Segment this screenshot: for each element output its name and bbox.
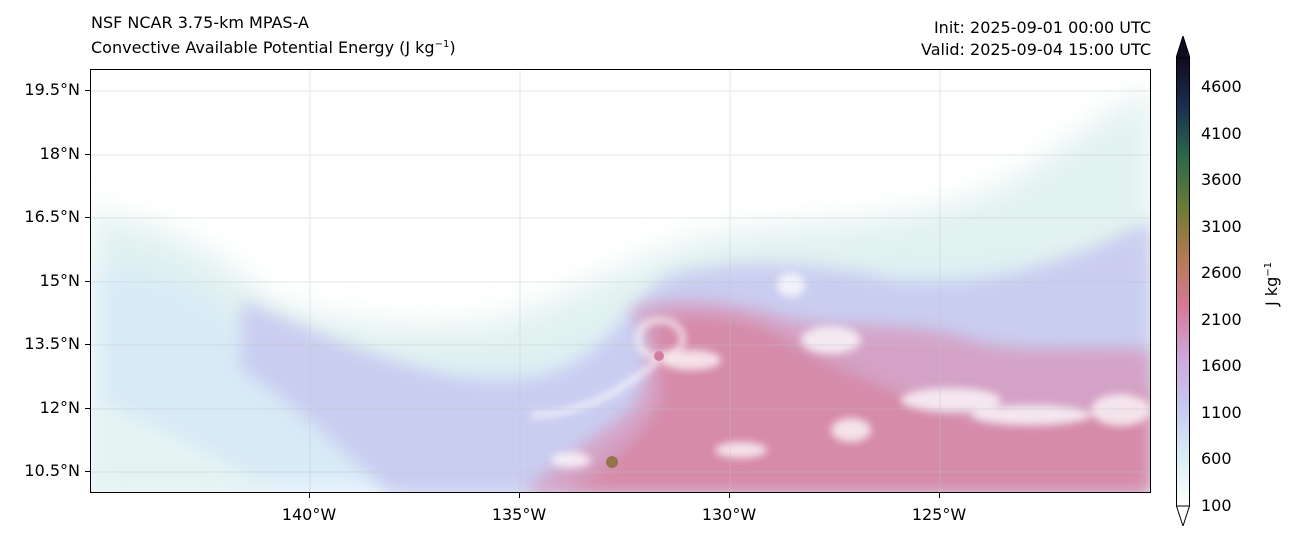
lon-tick	[309, 493, 310, 498]
lat-label: 19.5°N	[24, 80, 80, 99]
lat-tick	[85, 471, 90, 472]
lat-tick	[85, 408, 90, 409]
lat-label: 12°N	[39, 398, 80, 417]
model-title: NSF NCAR 3.75-km MPAS-A	[91, 13, 309, 32]
field-title-text: Convective Available Potential Energy (J…	[91, 38, 435, 57]
colorbar-tick-label: 2600	[1201, 263, 1242, 282]
colorbar-tick-label: 600	[1201, 449, 1232, 468]
lat-tick	[85, 281, 90, 282]
lon-label: 140°W	[281, 505, 337, 524]
colorbar-unit-label: J kg−1	[1262, 262, 1282, 306]
lon-label: 125°W	[911, 505, 967, 524]
map-panel	[90, 69, 1151, 493]
colorbar-tick-label: 3100	[1201, 217, 1242, 236]
field-title-close: )	[449, 38, 456, 57]
lat-label: 13.5°N	[24, 334, 80, 353]
lon-tick	[519, 493, 520, 498]
lon-tick	[729, 493, 730, 498]
colorbar-tick-label: 2100	[1201, 310, 1242, 329]
colorbar-tick-label: 4100	[1201, 124, 1242, 143]
cape-field	[91, 70, 1150, 492]
map-gridlines	[91, 70, 1150, 492]
lat-tick	[85, 344, 90, 345]
colorbar-tick-label: 1100	[1201, 403, 1242, 422]
colorbar-extend-max	[1176, 36, 1190, 59]
lat-tick	[85, 90, 90, 91]
lat-label: 15°N	[39, 271, 80, 290]
colorbar-unit-exponent: −1	[1263, 262, 1274, 277]
lon-label: 135°W	[491, 505, 547, 524]
lon-label: 130°W	[701, 505, 757, 524]
colorbar-tick-label: 1600	[1201, 356, 1242, 375]
colorbar-tick-label: 4600	[1201, 77, 1242, 96]
lat-tick	[85, 217, 90, 218]
init-time: Init: 2025-09-01 00:00 UTC	[933, 18, 1151, 37]
lon-tick	[939, 493, 940, 498]
colorbar-tick-label: 3600	[1201, 170, 1242, 189]
field-title-exponent: −1	[434, 39, 450, 50]
colorbar-extend-min	[1176, 505, 1190, 526]
lat-tick	[85, 154, 90, 155]
colorbar-gradient	[1176, 57, 1190, 507]
colorbar	[1176, 36, 1190, 526]
colorbar-tick-label: 100	[1201, 496, 1232, 515]
field-title: Convective Available Potential Energy (J…	[91, 38, 456, 58]
valid-time: Valid: 2025-09-04 15:00 UTC	[920, 40, 1151, 59]
lat-label: 18°N	[39, 144, 80, 163]
lat-label: 10.5°N	[24, 461, 80, 480]
lat-label: 16.5°N	[24, 207, 80, 226]
colorbar-unit-text: J kg	[1262, 276, 1281, 306]
